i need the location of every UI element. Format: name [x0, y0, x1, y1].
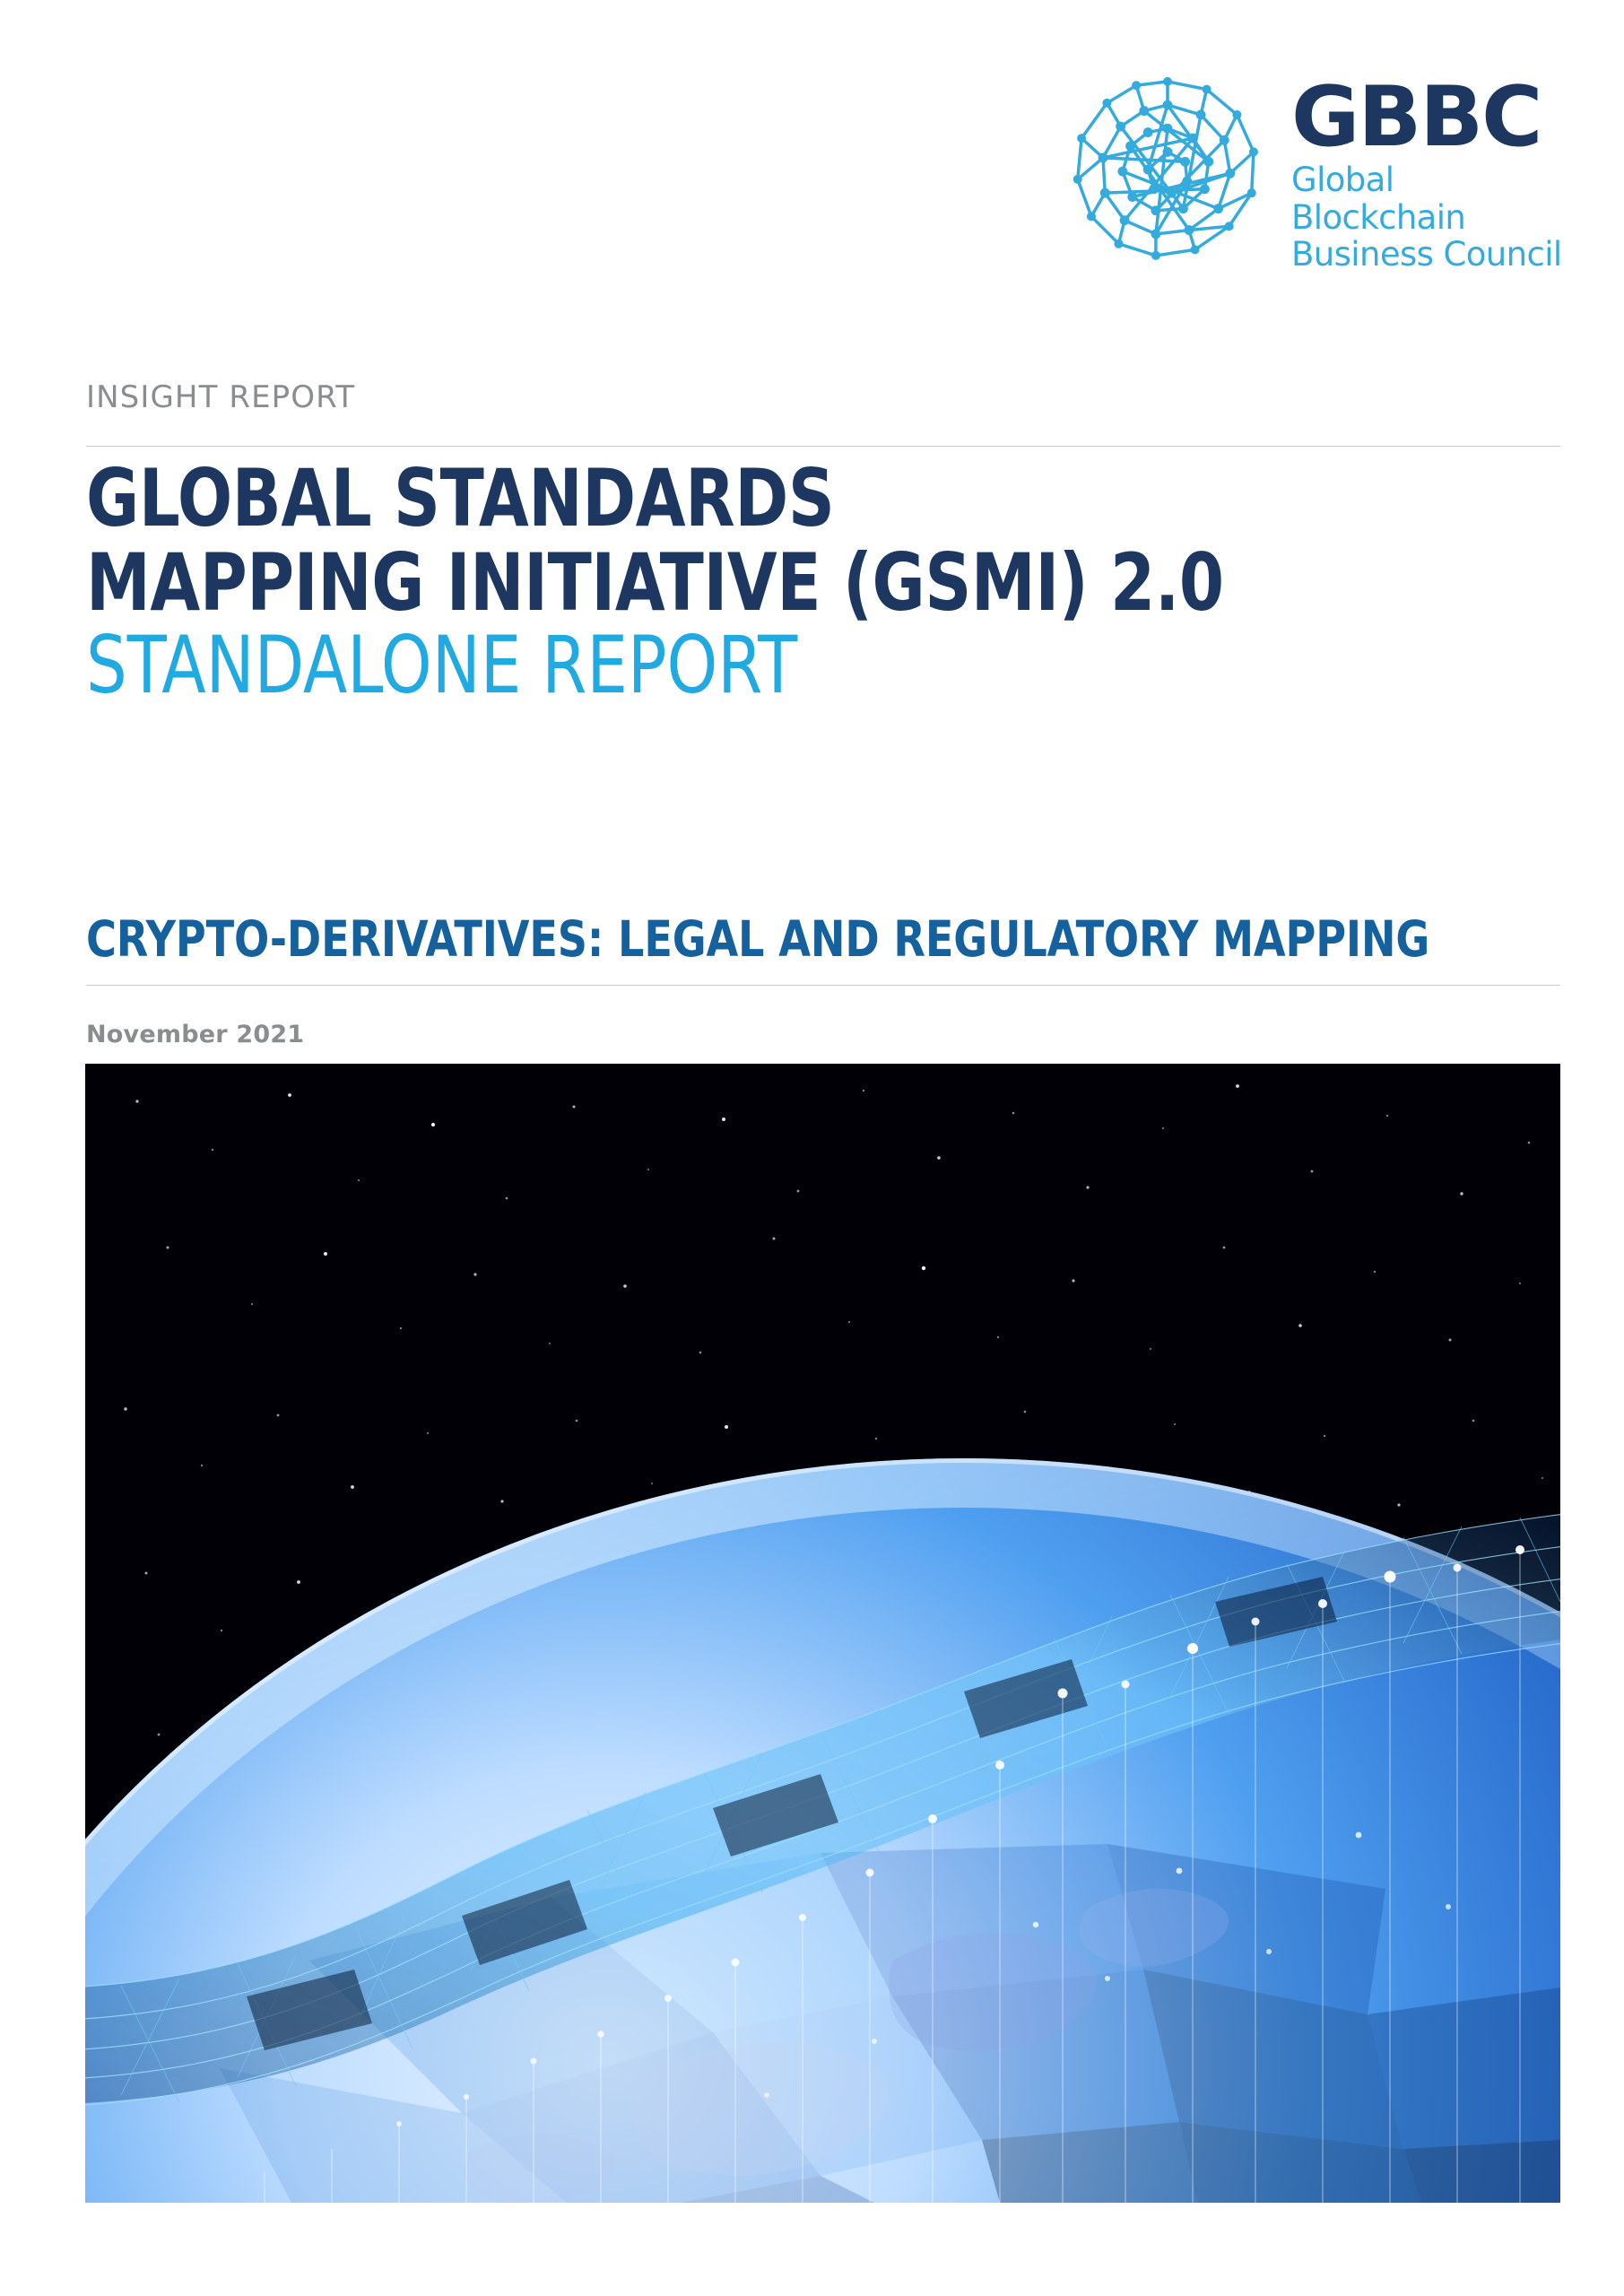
- divider-middle: [86, 985, 1560, 986]
- network-sphere-icon: [1073, 76, 1258, 260]
- report-subtitle: CRYPTO-DERIVATIVES: LEGAL AND REGULATORY…: [86, 910, 1430, 968]
- logo-name: Global Blockchain Business Council: [1291, 161, 1568, 274]
- gbbc-logo: GBBC Global Blockchain Business Council: [1065, 72, 1568, 274]
- cover-image: [85, 1064, 1560, 2203]
- title-line-2: MAPPING INITIATIVE (GSMI) 2.0: [86, 536, 1224, 629]
- publication-date: November 2021: [86, 1021, 305, 1048]
- logo-wordmark: GBBC Global Blockchain Business Council: [1291, 68, 1568, 274]
- logo-name-line-1: Global Blockchain: [1291, 161, 1466, 237]
- report-kicker: INSIGHT REPORT: [86, 379, 356, 415]
- title-line-1: GLOBAL STANDARDS: [86, 452, 835, 544]
- cover-illustration: [85, 1064, 1560, 2203]
- title-line-3: STANDALONE REPORT: [86, 619, 798, 711]
- page-title: GLOBAL STANDARDS MAPPING INITIATIVE (GSM…: [86, 459, 1575, 705]
- divider-top: [86, 446, 1560, 447]
- logo-name-line-2: Business Council: [1291, 235, 1562, 274]
- logo-acronym: GBBC: [1291, 68, 1542, 165]
